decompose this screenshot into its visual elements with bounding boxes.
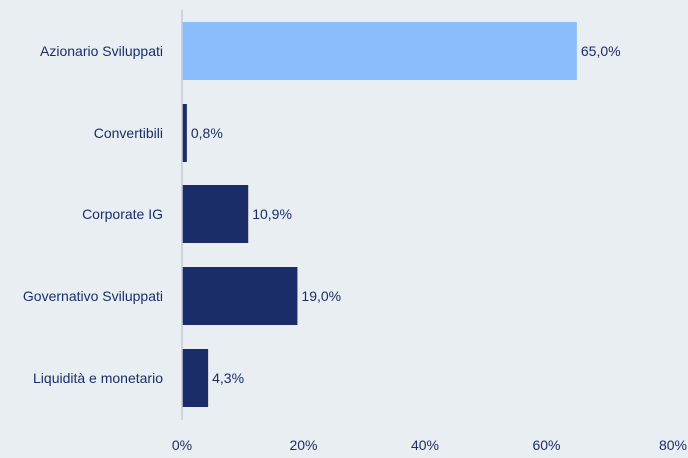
- data-label-1: 0,8%: [191, 125, 223, 141]
- data-label-4: 4,3%: [212, 370, 244, 386]
- x-tick-label-3: 60%: [532, 437, 560, 453]
- category-label-1: Convertibili: [94, 125, 163, 141]
- x-tick-label-1: 20%: [289, 437, 317, 453]
- data-label-2: 10,9%: [252, 206, 292, 222]
- bar-3: [182, 267, 298, 325]
- bar-1: [182, 104, 187, 162]
- data-label-0: 65,0%: [581, 43, 621, 59]
- x-tick-label-4: 80%: [659, 437, 687, 453]
- category-label-3: Governativo Sviluppati: [23, 288, 163, 304]
- category-label-0: Azionario Sviluppati: [40, 43, 163, 59]
- category-label-2: Corporate IG: [82, 206, 163, 222]
- bar-0: [182, 22, 577, 80]
- data-label-3: 19,0%: [301, 288, 341, 304]
- x-tick-label-0: 0%: [172, 437, 192, 453]
- category-label-4: Liquidità e monetario: [33, 370, 163, 386]
- bar-2: [182, 185, 249, 243]
- bar-4: [182, 349, 209, 407]
- x-tick-label-2: 40%: [411, 437, 439, 453]
